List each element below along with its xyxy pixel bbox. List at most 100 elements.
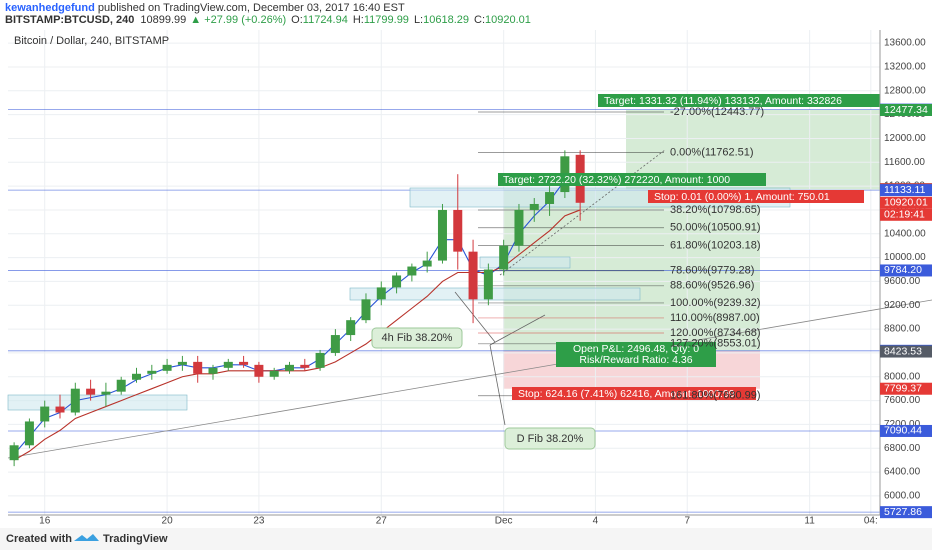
change: ▲ +27.99 (+0.26%) [190,14,286,26]
rr-label: Risk/Reward Ratio: 4.36 [579,354,692,366]
fib-label: 78.60%(9779.28) [670,265,754,277]
candle-body [529,203,539,210]
price-tag-label: 8423.53 [884,345,922,357]
candle-body [269,370,279,377]
candle-body [147,370,157,374]
x-tick-label: 23 [253,516,265,527]
candle-body [284,364,294,371]
price-tag-label: 5727.86 [884,506,922,518]
candle-body [468,251,478,300]
footer-bar [0,528,932,550]
price-axis: 6000.00 6400.00 6800.00 7200.00 7600.00 8000.… [8,30,932,527]
price-tag-label: 7090.44 [884,425,922,437]
logo [74,534,99,541]
price-tag [880,103,932,116]
candle-body [239,361,249,365]
support-box [349,287,641,301]
candle-body [40,406,50,422]
x-tick-label: 04: [864,516,878,527]
fib-label: 110.00%(8987.00) [670,312,760,324]
price-tag [880,382,932,395]
pnl-tag [556,342,716,367]
symbol: BITSTAMP:BTCUSD, 240 [5,14,134,26]
overlay: 4h Fib 38.20% D Fib 38.20% Target: 1331.… [371,94,880,450]
stop-tag [648,190,864,203]
candle-body [437,209,447,261]
fib-label: 61.80%(10203.18) [670,239,761,251]
target-label: Target: 2722.20 (32.32%) 272220, Amount:… [503,174,730,186]
price-tag [880,424,932,437]
candle-body [330,335,340,353]
chart-title: Bitcoin / Dollar, 240, BITSTAMP [14,35,169,47]
ohlc-value: 11799.99 [364,14,409,26]
fib-label: 100.00%(9239.32) [670,297,761,309]
candle-body [499,245,509,270]
y-tick-label: 9200.00 [884,300,921,311]
x-tick-label: 16 [39,516,51,527]
candle-body [315,352,325,368]
price-tag [880,184,932,197]
stop-label: Stop: 624.16 (7.41%) 62416, Amount: 1000… [518,388,735,400]
grid [8,30,880,515]
author: kewanhedgefund [5,2,95,14]
candle-body [514,209,524,246]
ohlc-key: H: [353,14,364,26]
price-tag [880,264,932,277]
x-tick-label: 7 [684,516,690,527]
x-tick-label: 11 [804,516,815,527]
x-tick-label: Dec [495,516,513,527]
fib-label: 38.20%(10798.65) [670,204,761,216]
target-tag [498,173,766,186]
stop-label: Stop: 0.01 (0.00%) 1, Amount: 750.01 [654,191,830,203]
x-tick-label: 20 [162,516,174,527]
arrow-line [454,291,496,343]
y-tick-label: 8000.00 [884,371,921,382]
price-tag [880,506,932,519]
candle-body [162,364,172,371]
header-line: kewanhedgefund published on TradingView.… [5,2,405,14]
last-price: 10899.99 [140,14,186,26]
fib-label: 88.60%(9526.96) [670,280,754,292]
y-tick-label: 7600.00 [884,395,921,406]
candle-body [101,391,111,395]
candle-body [483,269,493,300]
fib-label: 50.00%(10500.91) [670,222,761,234]
price-tag-label: 10920.01 [884,197,928,209]
y-tick-label: 6400.00 [884,467,921,478]
support-box [7,394,188,411]
candle-body [132,373,142,380]
candle-body [346,320,356,336]
arrow-line [489,344,506,426]
y-tick-label: 10400.00 [884,228,926,239]
fib-label: 0.00%(11762.51) [670,146,754,158]
price-tag-label: 7799.37 [884,383,922,395]
y-tick-label: 10000.00 [884,252,926,263]
candle-body [70,388,80,413]
arrow-line [489,314,546,346]
callout-box [371,327,463,349]
y-tick-label: 12800.00 [884,85,926,96]
y-tick-label: 6800.00 [884,443,921,454]
candle-body [422,260,432,267]
fib-label: 127.20%(8553.01) [670,338,761,350]
x-tick-label: 27 [376,516,388,527]
fib-label: 161.80%(7680.99) [670,390,761,402]
y-tick-label: 6000.00 [884,491,921,502]
ohlc-key: L: [414,14,423,26]
candle-body [453,209,463,252]
price-tag [880,196,932,209]
candle-body [254,364,264,377]
footer-text: Created with [6,533,72,545]
y-tick-label: 13200.00 [884,62,926,73]
fib-label: 120.00%(8734.68) [670,327,761,339]
y-tick-label: 9600.00 [884,276,921,287]
price-tag [880,345,932,358]
trend-line [7,299,932,459]
candle-body [300,364,310,368]
candle-body [9,445,19,461]
footer-brand: TradingView [103,533,168,545]
candle-body [392,275,402,288]
x-tick-label: 4 [593,516,599,527]
